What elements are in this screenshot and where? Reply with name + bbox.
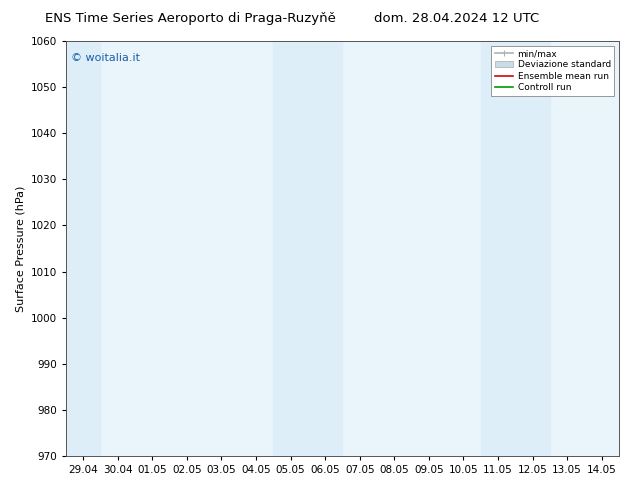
Legend: min/max, Deviazione standard, Ensemble mean run, Controll run: min/max, Deviazione standard, Ensemble m… bbox=[491, 46, 614, 96]
Bar bbox=[66, 41, 100, 456]
Text: dom. 28.04.2024 12 UTC: dom. 28.04.2024 12 UTC bbox=[374, 12, 539, 25]
Bar bbox=[481, 41, 550, 456]
Text: © woitalia.it: © woitalia.it bbox=[72, 53, 140, 64]
Text: ENS Time Series Aeroporto di Praga-Ruzyňě: ENS Time Series Aeroporto di Praga-Ruzyň… bbox=[45, 12, 335, 25]
Y-axis label: Surface Pressure (hPa): Surface Pressure (hPa) bbox=[15, 185, 25, 312]
Bar bbox=[273, 41, 342, 456]
